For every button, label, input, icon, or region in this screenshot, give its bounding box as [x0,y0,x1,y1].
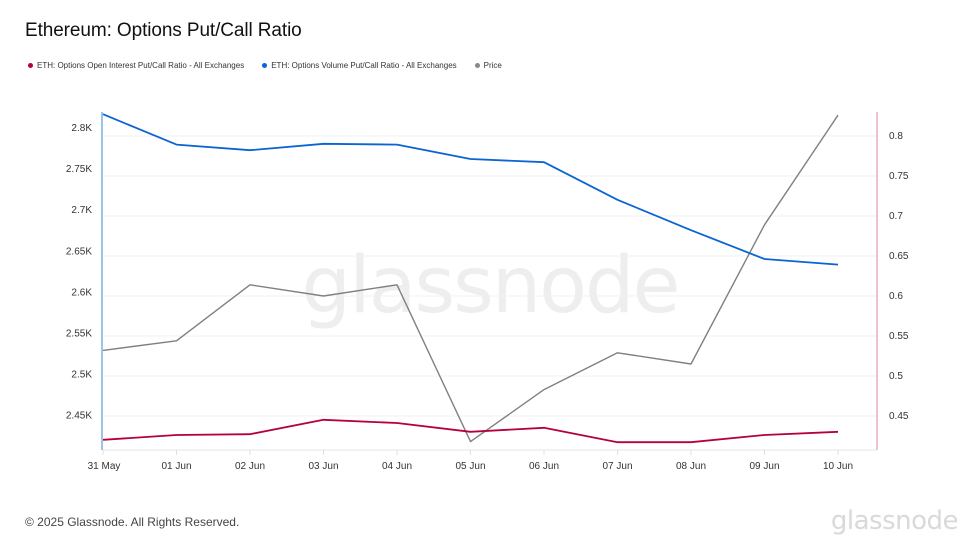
right-axis-tick: 0.45 [889,411,909,422]
chart-legend: ETH: Options Open Interest Put/Call Rati… [28,61,502,70]
series-line-2 [102,114,839,443]
watermark: glassnode [302,241,681,331]
chart-title: Ethereum: Options Put/Call Ratio [25,20,302,41]
right-axis-tick: 0.65 [889,251,909,262]
right-axis-tick: 0.75 [889,171,909,182]
x-axis-tick: 09 Jun [749,461,779,472]
left-y-axis: 2.8K 2.75K 2.7K 2.65K 2.6K 2.55K 2.5K 2.45K [66,112,103,450]
x-axis-tick: 07 Jun [602,461,632,472]
left-axis-tick: 2.7K [71,205,92,216]
right-axis-tick: 0.6 [889,291,903,302]
right-axis-tick: 0.8 [889,131,903,142]
left-axis-tick: 2.55K [66,329,92,340]
x-axis-tick: 03 Jun [308,461,338,472]
x-axis-tick: 05 Jun [455,461,485,472]
x-axis-tick: 02 Jun [235,461,265,472]
legend-item-open-interest-ratio[interactable]: ETH: Options Open Interest Put/Call Rati… [28,61,244,70]
right-axis-tick: 0.55 [889,331,909,342]
legend-label: ETH: Options Volume Put/Call Ratio - All… [271,61,457,70]
series-lines [102,113,839,444]
legend-item-price[interactable]: Price [474,61,502,70]
legend-label: Price [483,61,502,70]
x-axis-tick: 08 Jun [676,461,706,472]
legend-dot-icon [262,63,268,68]
left-axis-tick: 2.5K [71,370,92,381]
legend-dot-icon [474,63,480,68]
gridlines [102,135,877,451]
right-axis-tick: 0.7 [889,211,903,222]
copyright-text: © 2025 Glassnode. All Rights Reserved. [25,515,240,529]
left-axis-tick: 2.8K [71,123,92,134]
right-axis-tick: 0.5 [889,371,903,382]
legend-label: ETH: Options Open Interest Put/Call Rati… [37,61,245,70]
left-axis-tick: 2.65K [66,246,92,257]
x-axis-tick: 10 Jun [823,461,853,472]
brand-logo: glassnode [830,506,959,536]
series-line-0 [102,418,839,444]
left-axis-tick: 2.75K [66,164,92,175]
series-line-1 [102,113,839,266]
x-axis-tick: 01 Jun [161,461,191,472]
legend-dot-icon [28,63,33,68]
right-y-axis: 0.8 0.75 0.7 0.65 0.6 0.55 0.5 0.45 [876,112,909,450]
legend-item-volume-ratio[interactable]: ETH: Options Volume Put/Call Ratio - All… [262,61,457,70]
x-axis: 31 May 01 Jun 02 Jun 03 Jun 04 Jun 05 Jun 06 J… [88,450,853,472]
left-axis-tick: 2.45K [66,411,92,422]
svg-text:glassnode: glassnode [302,241,679,331]
x-axis-tick: 06 Jun [529,461,559,472]
x-axis-tick: 04 Jun [382,461,412,472]
x-axis-tick: 31 May [88,461,121,472]
left-axis-tick: 2.6K [71,287,92,298]
